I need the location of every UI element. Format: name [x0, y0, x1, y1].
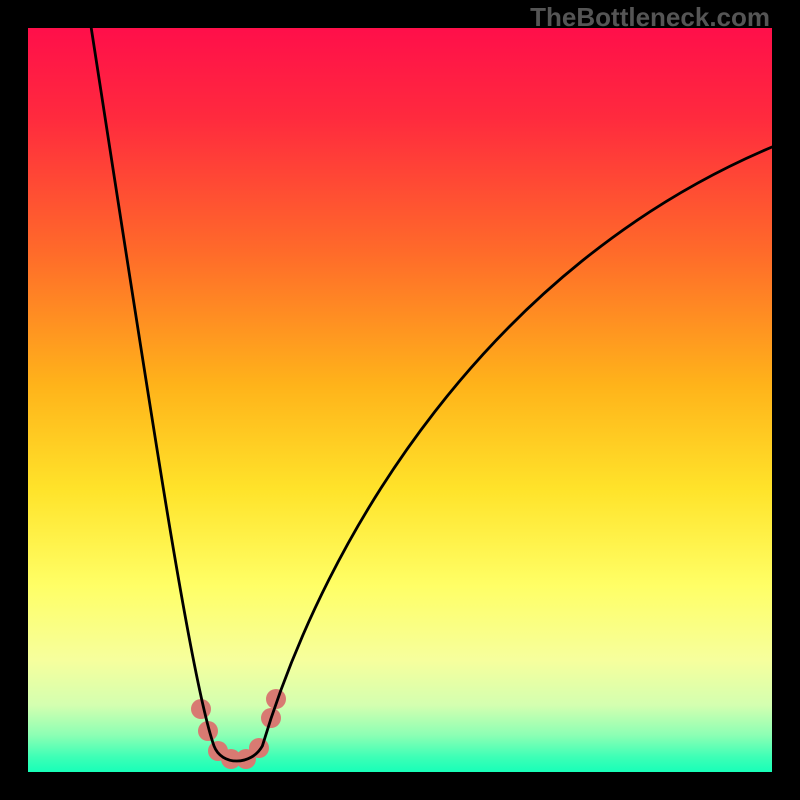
watermark-text: TheBottleneck.com	[530, 2, 770, 33]
plot-area	[28, 28, 772, 772]
curve-path	[91, 28, 772, 761]
chart-root: { "canvas": { "width": 800, "height": 80…	[0, 0, 800, 800]
bottleneck-curve	[28, 28, 772, 772]
